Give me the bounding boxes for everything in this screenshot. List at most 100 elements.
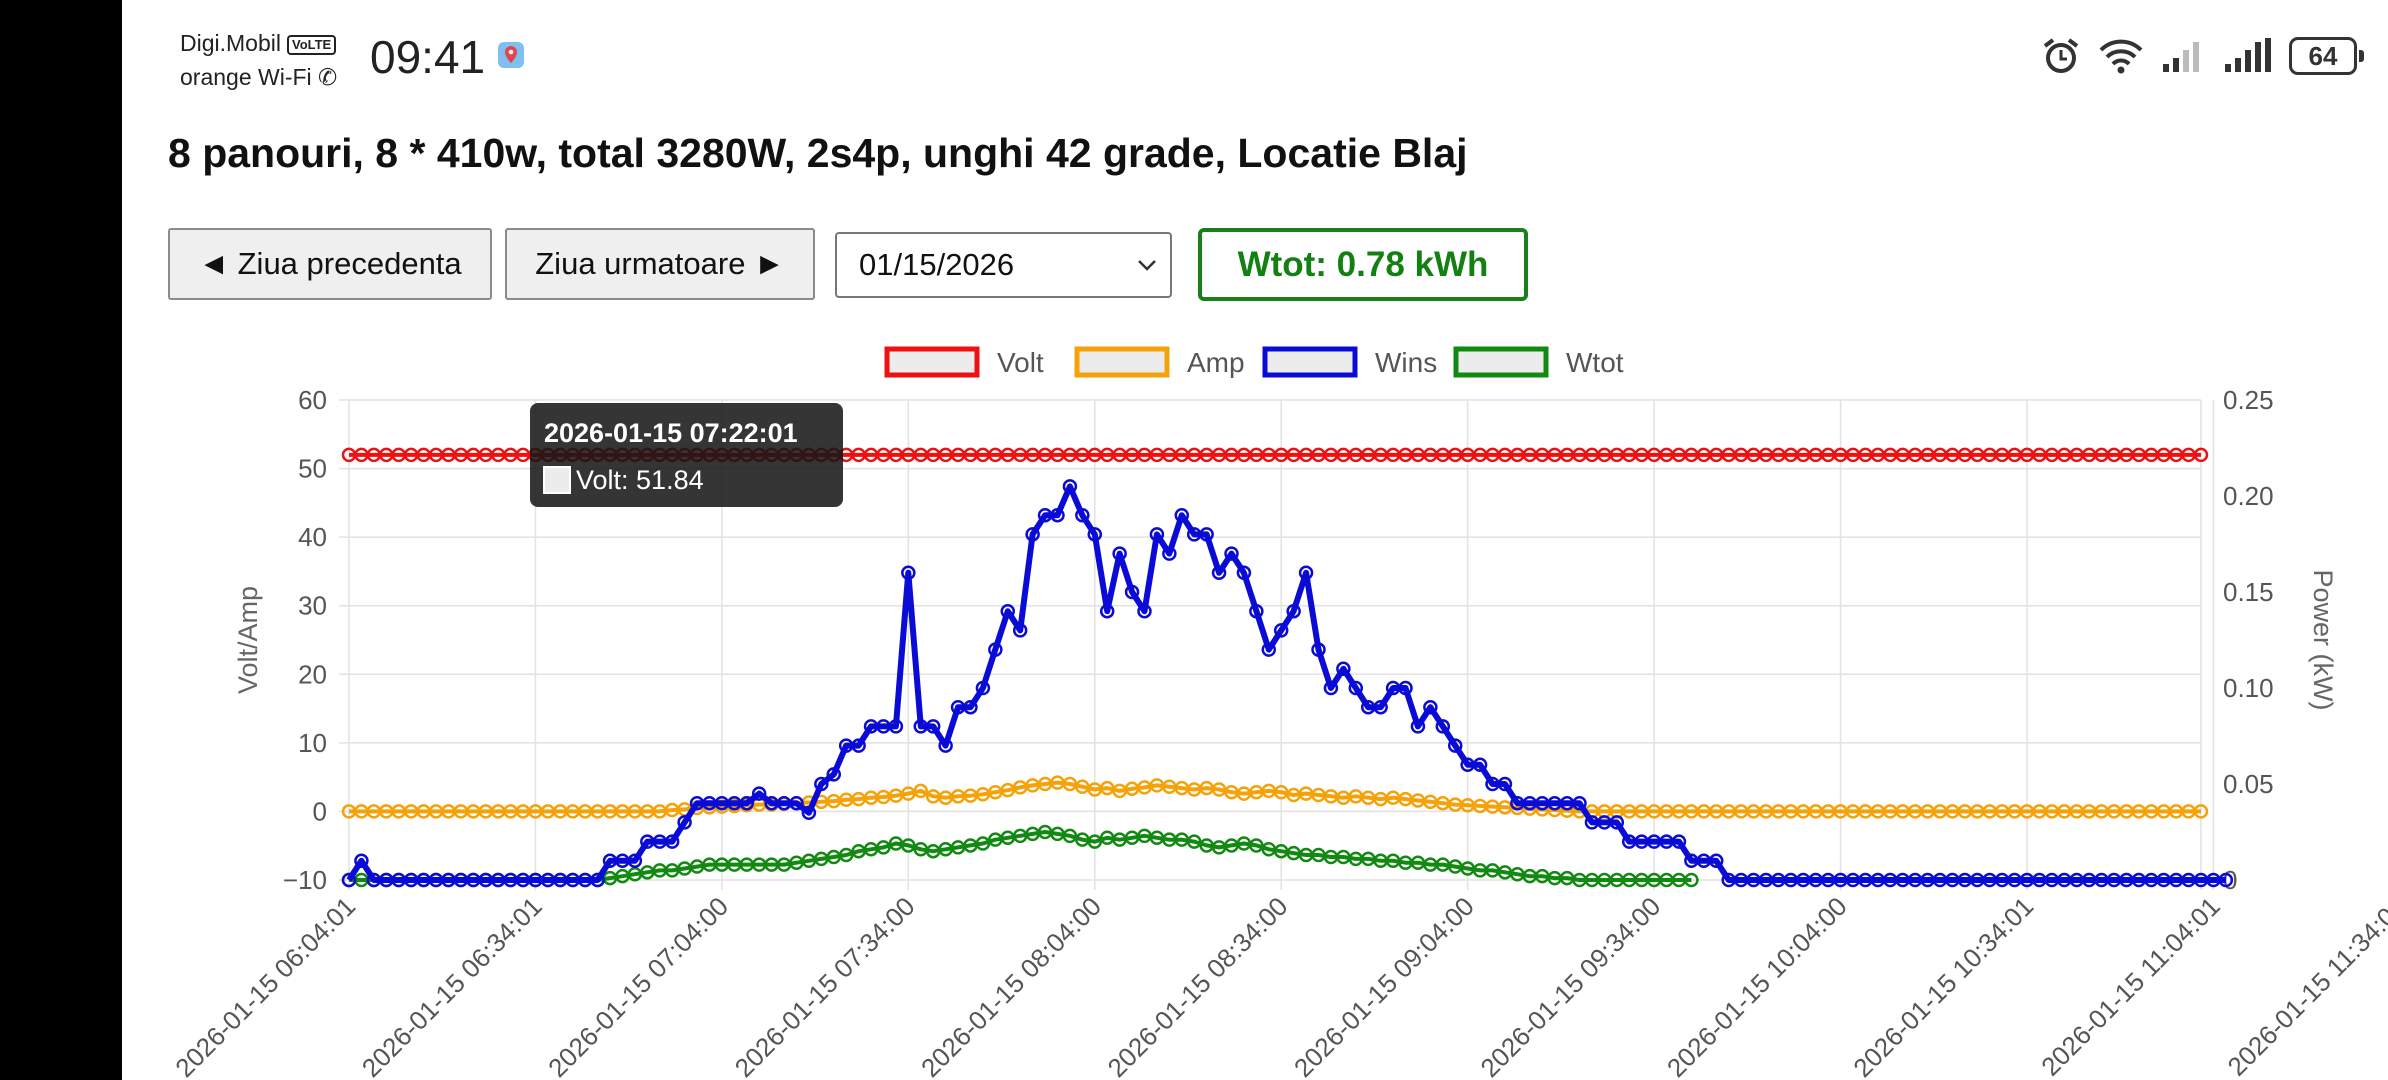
battery-icon: 64	[2289, 37, 2364, 75]
data-point-wins[interactable]	[925, 719, 941, 734]
data-point-wtot[interactable]	[1062, 828, 1078, 844]
legend-label-amp[interactable]: Amp	[1187, 347, 1245, 378]
data-point-wtot[interactable]	[975, 836, 991, 851]
data-point-wtot[interactable]	[1186, 834, 1202, 849]
data-point-wtot[interactable]	[901, 838, 916, 853]
data-point-wtot[interactable]	[838, 847, 854, 863]
data-point-wins[interactable]	[751, 786, 767, 801]
data-point-wins[interactable]	[1087, 527, 1103, 542]
y-left-tick-label: 30	[298, 591, 327, 621]
data-point-wins[interactable]	[1410, 719, 1426, 734]
series-amp	[341, 775, 2209, 819]
data-point-wins[interactable]	[1050, 507, 1065, 523]
data-point-wins[interactable]	[1298, 565, 1314, 581]
data-point-wins[interactable]	[801, 805, 817, 821]
x-tick-label: 2026-01-15 11:34:00	[2222, 891, 2388, 1080]
legend-swatch-wtot[interactable]	[1453, 346, 1549, 378]
data-point-wins[interactable]	[826, 767, 842, 782]
x-tick-label: 2026-01-15 06:34:01	[356, 891, 548, 1080]
prev-day-button[interactable]: ◄ Ziua precedenta	[168, 228, 492, 300]
legend-label-wtot[interactable]: Wtot	[1566, 347, 1624, 378]
data-point-wins[interactable]	[1075, 507, 1090, 523]
data-point-wins[interactable]	[1162, 546, 1177, 561]
legend-label-volt[interactable]: Volt	[997, 347, 1044, 378]
data-point-wins[interactable]	[1348, 680, 1364, 696]
next-day-button[interactable]: Ziua urmatoare ►	[505, 228, 815, 300]
data-point-wins[interactable]	[1708, 853, 1724, 869]
data-point-wins[interactable]	[1609, 815, 1625, 830]
data-point-wins[interactable]	[888, 719, 904, 734]
data-point-wins[interactable]	[1497, 776, 1513, 792]
data-point-wins[interactable]	[1311, 642, 1326, 657]
data-point-wins[interactable]	[789, 795, 804, 811]
data-point-wins[interactable]	[1025, 527, 1040, 542]
series-line-wtot	[349, 830, 1692, 882]
legend-swatch-volt[interactable]	[884, 346, 980, 378]
data-point-volt[interactable]	[2193, 447, 2209, 463]
data-point-wins[interactable]	[1249, 603, 1264, 619]
y-right-tick-label: 0.15	[2223, 577, 2274, 607]
data-point-wins[interactable]	[2218, 872, 2234, 888]
data-point-wins[interactable]	[1149, 527, 1165, 542]
data-point-wins[interactable]	[1398, 680, 1413, 696]
data-point-wins[interactable]	[1199, 527, 1214, 542]
energy-chart: 60 50 40 30 20 10 0 −10 0.25 0.20 0.15 0.10 0.05 0 Vol…	[169, 346, 2388, 1080]
data-point-wins[interactable]	[590, 872, 605, 888]
data-point-wins[interactable]	[1472, 757, 1488, 773]
data-point-wins[interactable]	[1572, 795, 1587, 811]
data-point-wins[interactable]	[341, 872, 357, 888]
data-point-amp[interactable]	[913, 783, 929, 799]
data-point-wins[interactable]	[938, 738, 953, 753]
data-point-wins[interactable]	[1224, 546, 1239, 561]
data-point-wtot[interactable]	[1684, 872, 1699, 888]
data-point-wins[interactable]	[963, 699, 978, 715]
data-point-wins[interactable]	[1174, 507, 1190, 523]
legend-swatch-wins[interactable]	[1262, 346, 1358, 378]
data-point-wins[interactable]	[851, 738, 866, 753]
y-right-tick-label: 0.25	[2223, 385, 2274, 415]
data-point-wins[interactable]	[1211, 565, 1227, 581]
y-right-tick-label: 0.05	[2223, 769, 2274, 799]
data-point-wins[interactable]	[1112, 546, 1127, 561]
x-tick-label: 2026-01-15 07:04:00	[542, 891, 734, 1080]
data-point-wins[interactable]	[1423, 699, 1438, 715]
wifi-icon	[2099, 39, 2143, 74]
date-select[interactable]: 01/15/2026	[835, 232, 1172, 298]
data-point-wins[interactable]	[677, 815, 692, 830]
data-point-wtot[interactable]	[1087, 834, 1103, 849]
data-point-wins[interactable]	[1261, 642, 1277, 657]
data-point-wins[interactable]	[354, 853, 369, 869]
data-point-wins[interactable]	[1336, 661, 1351, 677]
data-point-wins[interactable]	[1447, 738, 1463, 753]
data-point-wins[interactable]	[988, 642, 1003, 657]
data-point-wins[interactable]	[1273, 623, 1289, 638]
y-left-tick-label: 50	[298, 454, 327, 484]
data-point-wins[interactable]	[1236, 565, 1252, 581]
data-point-wins[interactable]	[1124, 584, 1140, 600]
legend-label-wins[interactable]: Wins	[1375, 347, 1437, 378]
x-tick-label: 2026-01-15 11:04:01	[2035, 891, 2226, 1080]
data-point-wins[interactable]	[1099, 603, 1115, 619]
data-point-wins[interactable]	[1000, 603, 1016, 619]
legend-swatch-amp[interactable]	[1074, 346, 1170, 378]
data-point-wtot[interactable]	[1249, 838, 1264, 853]
data-point-amp[interactable]	[2193, 804, 2209, 819]
data-point-wins[interactable]	[1435, 719, 1451, 734]
data-point-wins[interactable]	[1286, 603, 1301, 619]
data-point-wins[interactable]	[739, 795, 754, 811]
data-point-wins[interactable]	[901, 565, 916, 581]
data-point-wins[interactable]	[1323, 680, 1339, 696]
status-clock: 09:41	[370, 31, 486, 83]
data-point-wins[interactable]	[664, 834, 680, 849]
data-point-wins[interactable]	[1137, 603, 1152, 619]
data-point-wins[interactable]	[1671, 834, 1687, 849]
data-point-wtot[interactable]	[876, 840, 891, 855]
data-point-wins[interactable]	[814, 776, 829, 792]
data-point-wins[interactable]	[1062, 479, 1078, 494]
data-point-wins[interactable]	[975, 680, 991, 696]
data-point-wins[interactable]	[1012, 623, 1028, 638]
data-point-wins[interactable]	[627, 853, 643, 869]
y-left-tick-label: 40	[298, 522, 327, 552]
location-pin-icon	[498, 42, 524, 68]
data-point-wins[interactable]	[1373, 699, 1388, 715]
